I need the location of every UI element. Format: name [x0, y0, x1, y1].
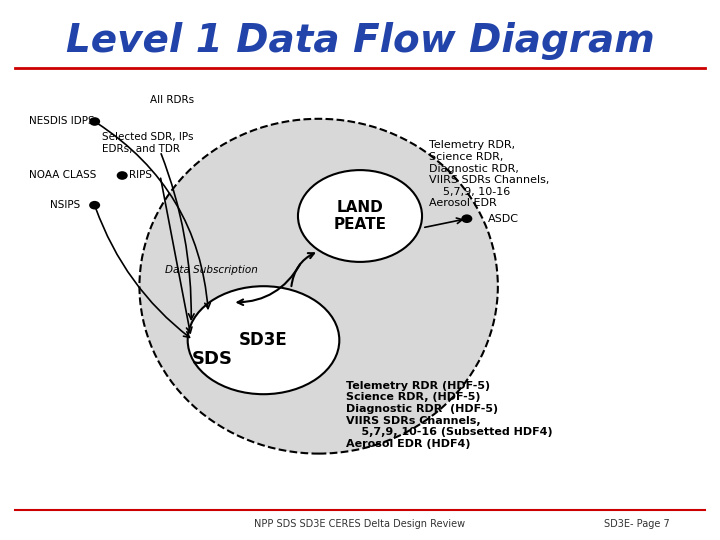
Text: Telemetry RDR,
Science RDR,
Diagnostic RDR,
VIIRS SDRs Channels,
    5,7,9, 10-1: Telemetry RDR, Science RDR, Diagnostic R… — [429, 140, 549, 208]
Text: Level 1 Data Flow Diagram: Level 1 Data Flow Diagram — [66, 22, 654, 59]
Ellipse shape — [188, 286, 339, 394]
Text: SDS: SDS — [192, 350, 233, 368]
Ellipse shape — [298, 170, 422, 262]
Text: Telemetry RDR (HDF-5)
Science RDR, (HDF-5)
Diagnostic RDR  (HDF-5)
VIIRS SDRs Ch: Telemetry RDR (HDF-5) Science RDR, (HDF-… — [346, 381, 553, 449]
Text: ASDC: ASDC — [487, 214, 518, 224]
Circle shape — [462, 214, 472, 223]
Circle shape — [89, 117, 100, 126]
Ellipse shape — [140, 119, 498, 454]
Text: NESDIS IDPS: NESDIS IDPS — [29, 117, 95, 126]
Text: SD3E: SD3E — [239, 331, 288, 349]
Text: NOAA CLASS: NOAA CLASS — [29, 171, 96, 180]
Text: Data Subscription: Data Subscription — [166, 265, 258, 275]
Text: RIPS: RIPS — [129, 171, 152, 180]
Text: NSIPS: NSIPS — [50, 200, 80, 210]
Text: NPP SDS SD3E CERES Delta Design Review: NPP SDS SD3E CERES Delta Design Review — [254, 519, 466, 529]
Text: All RDRs: All RDRs — [150, 95, 194, 105]
Circle shape — [89, 201, 100, 210]
Text: SD3E- Page 7: SD3E- Page 7 — [604, 519, 670, 529]
Circle shape — [117, 171, 127, 180]
Text: LAND
PEATE: LAND PEATE — [333, 200, 387, 232]
Text: Selected SDR, IPs
EDRs, and TDR: Selected SDR, IPs EDRs, and TDR — [102, 132, 193, 154]
